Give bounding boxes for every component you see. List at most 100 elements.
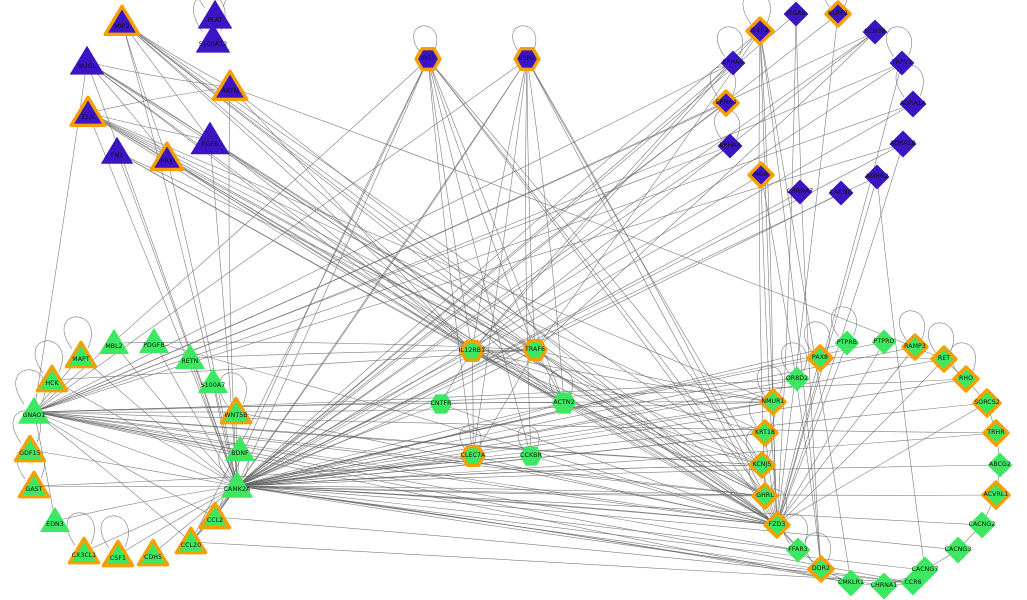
graph-edge: [51, 379, 238, 487]
node-shape-triangle: [198, 368, 228, 393]
graph-edge: [236, 402, 988, 487]
graph-node[interactable]: EPHA5: [713, 43, 753, 83]
graph-edge: [229, 86, 945, 360]
node-shape-diamond: [759, 388, 787, 416]
graph-edge: [121, 21, 565, 404]
node-shape-triangle: [64, 340, 98, 369]
node-shape-diamond: [889, 50, 915, 76]
node-shape-triangle: [195, 23, 231, 53]
graph-edge: [236, 378, 967, 487]
node-shape-triangle: [101, 539, 135, 568]
node-shape-triangle: [139, 328, 169, 353]
graph-edge: [236, 402, 565, 487]
graph-node[interactable]: PRX: [145, 136, 189, 180]
node-shape-triangle: [211, 69, 249, 102]
graph-node[interactable]: TRPV1: [882, 43, 922, 83]
graph-node[interactable]: ITGA8: [776, 0, 816, 34]
graph-edge: [471, 31, 876, 352]
graph-edge: [190, 541, 914, 584]
graph-edge: [236, 401, 774, 487]
graph-node[interactable]: CCR6: [893, 563, 933, 600]
graph-node[interactable]: FN1: [95, 130, 139, 174]
node-shape-diamond: [871, 329, 897, 355]
graph-node[interactable]: FGF6: [185, 115, 235, 165]
node-shape-triangle: [69, 95, 107, 128]
graph-node[interactable]: KLRF2: [818, 0, 858, 34]
node-shape-triangle: [67, 536, 101, 565]
graph-node[interactable]: CDH5: [132, 533, 174, 575]
node-shape-diamond: [747, 161, 775, 189]
graph-node[interactable]: CACNG: [821, 173, 861, 213]
graph-node[interactable]: NUGL: [64, 39, 110, 85]
graph-edge: [236, 176, 878, 487]
graph-node[interactable]: CCKBR: [513, 438, 549, 474]
node-shape-hexagon: [519, 446, 543, 466]
graph-edge: [236, 485, 766, 497]
node-shape-diamond: [787, 179, 813, 205]
node-shape-diamond: [748, 451, 776, 479]
graph-edge: [236, 464, 1001, 487]
graph-edge: [530, 455, 778, 526]
graph-node[interactable]: CLEC7A: [455, 438, 491, 474]
graph-edge: [534, 30, 761, 351]
graph-edge: [819, 356, 945, 360]
node-shape-diamond: [824, 0, 852, 28]
graph-edge: [209, 139, 778, 526]
graph-node[interactable]: ADRA1A: [892, 83, 934, 125]
graph-edge: [121, 21, 536, 351]
graph-edge: [563, 402, 778, 526]
node-shape-diamond: [763, 511, 791, 539]
graph-node[interactable]: WNT5B: [215, 391, 257, 433]
graph-edge: [33, 62, 734, 413]
node-shape-triangle: [175, 344, 205, 369]
graph-node[interactable]: ARTN: [207, 64, 253, 110]
graph-edge: [776, 402, 988, 526]
node-shape-hexagon: [414, 47, 442, 71]
node-shape-triangle: [103, 4, 141, 37]
graph-edge: [33, 411, 766, 497]
graph-node[interactable]: AMHR2: [857, 157, 897, 197]
graph-node[interactable]: GNAO1: [12, 390, 56, 434]
node-shape-hexagon: [459, 339, 485, 363]
graph-edge: [236, 455, 474, 487]
graph-edge: [236, 485, 778, 526]
graph-node[interactable]: CHRNA7: [780, 172, 820, 212]
node-shape-hexagon: [429, 394, 453, 414]
node-shape-hexagon: [522, 338, 548, 362]
graph-edge: [471, 350, 778, 526]
graph-edge: [563, 402, 763, 466]
node-shape-triangle: [101, 137, 133, 164]
graph-node[interactable]: S100A12: [190, 17, 236, 63]
graph-node[interactable]: ESR2: [508, 40, 546, 78]
graph-node[interactable]: NGA: [741, 155, 781, 195]
graph-edge: [236, 464, 763, 487]
graph-node[interactable]: IRS1: [409, 40, 447, 78]
graph-edge: [54, 485, 238, 522]
graph-edge: [29, 449, 238, 487]
graph-edge: [236, 13, 797, 487]
graph-node[interactable]: CCL20: [170, 521, 212, 563]
graph-node[interactable]: EPHA4: [706, 83, 746, 123]
graph-edge: [534, 349, 766, 497]
graph-edge: [87, 112, 473, 352]
node-shape-diamond: [987, 452, 1013, 478]
node-shape-diamond: [981, 480, 1011, 510]
graph-node[interactable]: TRAF6: [517, 332, 553, 368]
graph-edge: [776, 346, 916, 526]
node-shape-diamond: [785, 537, 811, 563]
graph-node[interactable]: IL12RB1: [454, 333, 490, 369]
node-shape-diamond: [784, 366, 810, 392]
graph-edge: [236, 13, 839, 487]
graph-node[interactable]: ACTN2: [545, 384, 583, 422]
graph-edge: [776, 143, 904, 526]
graph-node[interactable]: CNTFR: [423, 386, 459, 422]
node-shape-diamond: [783, 1, 809, 27]
graph-edge: [512, 25, 536, 54]
node-shape-triangle: [99, 329, 129, 354]
graph-edge: [33, 411, 852, 584]
graph-edge: [236, 401, 774, 487]
graph-edge: [776, 13, 839, 526]
node-shape-diamond: [807, 555, 835, 583]
graph-edge: [776, 357, 821, 526]
